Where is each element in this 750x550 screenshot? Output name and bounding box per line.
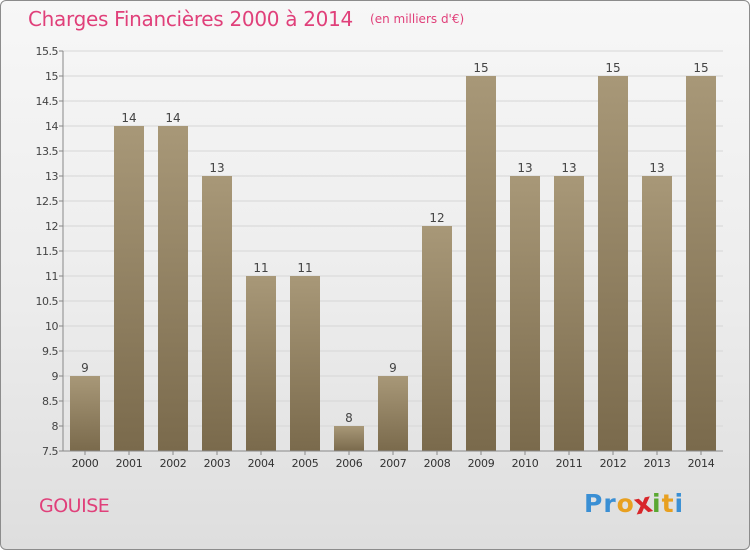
bar xyxy=(422,226,452,451)
bar xyxy=(290,276,320,451)
y-tick-label: 12 xyxy=(45,220,58,233)
x-tick-label: 2001 xyxy=(116,457,143,470)
bar xyxy=(554,176,584,451)
y-tick-label: 14 xyxy=(45,120,58,133)
logo-letter: P xyxy=(584,489,604,518)
y-tick-label: 8.5 xyxy=(42,395,58,408)
bar-value-label: 11 xyxy=(297,261,312,275)
y-tick-label: 11 xyxy=(45,270,58,283)
bar xyxy=(378,376,408,451)
axes xyxy=(62,51,723,452)
bar-value-label: 15 xyxy=(605,61,620,75)
bar-value-label: 14 xyxy=(121,111,136,125)
bar xyxy=(70,376,100,451)
y-tick-label: 11.5 xyxy=(36,245,59,258)
bar xyxy=(642,176,672,451)
x-tick-label: 2010 xyxy=(512,457,539,470)
x-tick-label: 2005 xyxy=(292,457,319,470)
x-tick-label: 2003 xyxy=(204,457,231,470)
bar xyxy=(114,126,144,451)
bar-value-label: 11 xyxy=(253,261,268,275)
bar-value-label: 13 xyxy=(517,161,532,175)
town-name: GOUISE xyxy=(39,495,110,517)
bar-value-labels: 9 14 14 13 11 11 8 9 12 15 13 13 15 13 15 xyxy=(81,61,708,425)
bar xyxy=(158,126,188,451)
bar xyxy=(466,76,496,451)
bar-value-label: 15 xyxy=(693,61,708,75)
bar-value-label: 9 xyxy=(389,361,397,375)
bar xyxy=(598,76,628,451)
bars xyxy=(70,76,716,451)
logo-letter: t xyxy=(661,489,675,518)
y-tick-label: 7.5 xyxy=(42,445,58,458)
bar xyxy=(686,76,716,451)
x-tick-label: 2012 xyxy=(600,457,627,470)
x-tick-label: 2000 xyxy=(72,457,99,470)
y-tick-label: 13 xyxy=(45,170,58,183)
x-tick-label: 2009 xyxy=(468,457,495,470)
bar xyxy=(334,426,364,451)
bar-value-label: 9 xyxy=(81,361,89,375)
x-tick-label: 2014 xyxy=(688,457,715,470)
chart-subtitle: (en milliers d'€) xyxy=(370,12,465,26)
bar-value-label: 14 xyxy=(165,111,180,125)
title-row: Charges Financières 2000 à 2014 (en mill… xyxy=(28,7,464,31)
y-tick-label: 9.5 xyxy=(42,345,58,358)
x-axis-ticks: 2000 2001 2002 2003 2004 2005 2006 2007 2008 2009… xyxy=(72,451,715,470)
y-tick-label: 14.5 xyxy=(36,95,59,108)
y-tick-label: 12.5 xyxy=(36,195,59,208)
x-tick-label: 2006 xyxy=(336,457,363,470)
logo-letter: r xyxy=(603,489,617,518)
y-tick-label: 15 xyxy=(45,70,58,83)
x-tick-label: 2013 xyxy=(644,457,671,470)
x-tick-label: 2011 xyxy=(556,457,583,470)
x-tick-label: 2008 xyxy=(424,457,451,470)
bar-value-label: 12 xyxy=(429,211,444,225)
chart-title: Charges Financières 2000 à 2014 xyxy=(28,7,353,31)
y-tick-label: 10 xyxy=(45,320,58,333)
logo-letter: i xyxy=(674,489,685,518)
x-tick-label: 2004 xyxy=(248,457,275,470)
y-tick-label: 8 xyxy=(52,420,59,433)
bar-value-label: 13 xyxy=(649,161,664,175)
proxiti-logo: Proxiti xyxy=(584,486,685,521)
bar xyxy=(510,176,540,451)
y-tick-label: 10.5 xyxy=(36,295,59,308)
logo-letter: o xyxy=(616,489,635,518)
bar xyxy=(246,276,276,451)
bar-value-label: 15 xyxy=(473,61,488,75)
x-tick-label: 2007 xyxy=(380,457,407,470)
y-tick-label: 15.5 xyxy=(36,45,59,58)
y-axis-ticks: 7.5 8 8.5 9 9.5 10 10.5 11 11.5 12 12.5 13 13.5 14 14.… xyxy=(36,45,63,458)
bar-value-label: 8 xyxy=(345,411,353,425)
y-tick-label: 13.5 xyxy=(36,145,59,158)
x-tick-label: 2002 xyxy=(160,457,187,470)
bar-value-label: 13 xyxy=(561,161,576,175)
y-tick-label: 9 xyxy=(52,370,59,383)
bar-value-label: 13 xyxy=(209,161,224,175)
bar xyxy=(202,176,232,451)
logo-letter: i xyxy=(652,489,662,518)
